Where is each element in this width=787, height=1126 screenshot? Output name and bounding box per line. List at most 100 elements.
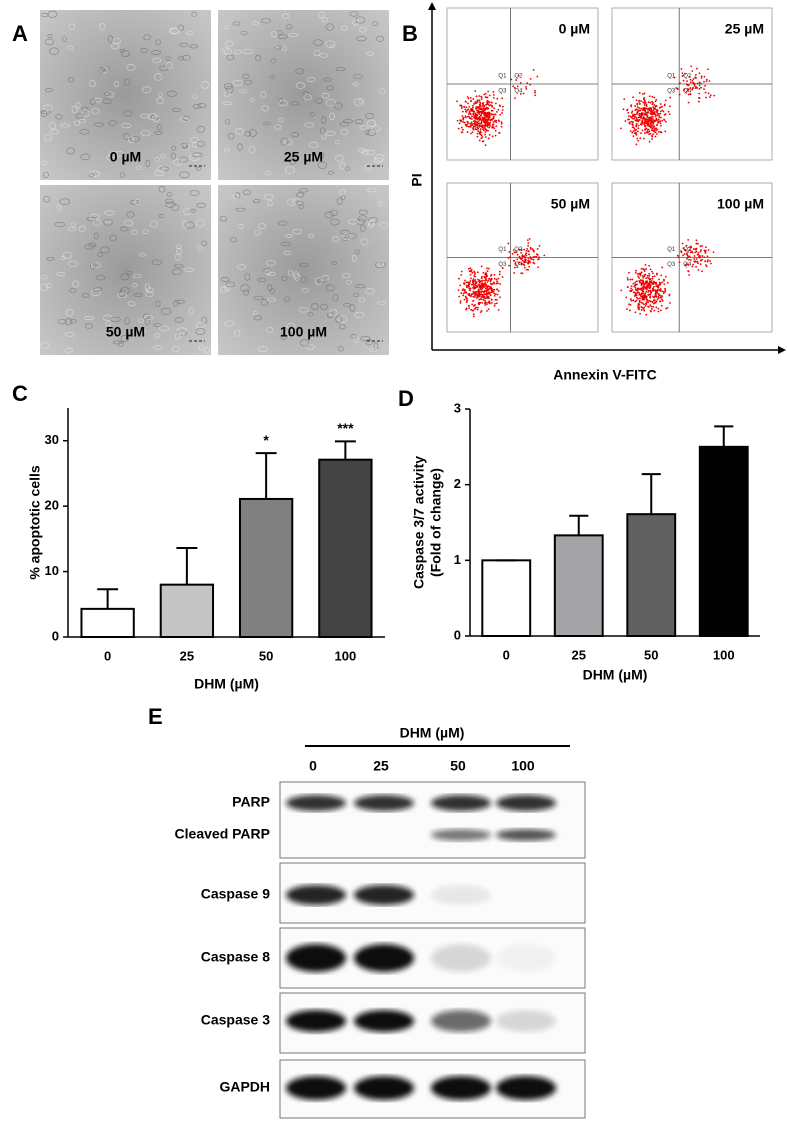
- event-dot: [654, 127, 656, 130]
- event-dot: [650, 310, 653, 313]
- cell: [283, 250, 291, 256]
- cell: [99, 246, 110, 254]
- event-dot: [656, 114, 659, 117]
- event-dot: [500, 121, 503, 124]
- event-dot: [626, 109, 628, 112]
- event-dot: [649, 296, 652, 299]
- cell: [321, 116, 326, 124]
- image-label: 0 µM: [110, 149, 141, 165]
- event-dot: [491, 283, 494, 285]
- event-dot: [470, 294, 472, 297]
- cell: [99, 66, 108, 74]
- cell: [123, 110, 133, 117]
- event-dot: [640, 284, 643, 287]
- cell: [324, 211, 334, 219]
- event-dot: [647, 299, 649, 302]
- axis-label: Annexin V-FITC: [553, 367, 656, 383]
- event-dot: [658, 114, 660, 117]
- cell: [73, 120, 80, 127]
- event-dot: [529, 248, 532, 250]
- cell: [379, 88, 386, 95]
- event-dot: [497, 290, 500, 292]
- event-dot: [532, 258, 535, 261]
- event-dot: [678, 93, 681, 96]
- event-dot: [662, 290, 665, 293]
- cell: [357, 148, 367, 153]
- cell: [332, 236, 340, 243]
- band: [354, 1010, 414, 1032]
- event-dot: [695, 265, 697, 268]
- event-dot: [474, 101, 477, 103]
- event-dot: [697, 269, 700, 271]
- cell: [159, 65, 169, 71]
- cell: [192, 152, 203, 158]
- event-dot: [498, 273, 501, 276]
- cell: [124, 220, 134, 227]
- event-dot: [667, 110, 670, 113]
- band: [354, 795, 414, 811]
- event-dot: [528, 265, 531, 268]
- event-dot: [475, 102, 478, 104]
- cell: [331, 261, 337, 265]
- event-dot: [490, 105, 493, 108]
- event-dot: [470, 277, 472, 280]
- event-dot: [484, 301, 487, 304]
- event-dot: [526, 239, 529, 242]
- event-dot: [686, 80, 688, 83]
- event-dot: [690, 250, 693, 253]
- event-dot: [704, 249, 707, 252]
- event-dot: [465, 110, 468, 113]
- arrow: [428, 2, 436, 10]
- event-dot: [461, 110, 464, 113]
- cell: [348, 233, 357, 240]
- event-dot: [648, 300, 651, 302]
- event-dot: [699, 250, 702, 253]
- cell: [152, 57, 162, 63]
- event-dot: [647, 121, 650, 123]
- event-dot: [695, 85, 697, 88]
- event-dot: [625, 296, 628, 299]
- event-dot: [468, 286, 470, 288]
- event-dot: [663, 113, 666, 116]
- event-dot: [486, 297, 489, 300]
- event-dot: [478, 295, 481, 298]
- cell: [131, 229, 139, 235]
- event-dot: [536, 75, 539, 78]
- event-dot: [538, 244, 541, 247]
- cell: [340, 128, 349, 135]
- cell: [342, 237, 348, 242]
- cell: [103, 218, 113, 226]
- cell: [356, 36, 367, 42]
- x-axis-label: DHM (µM): [194, 676, 259, 692]
- cell: [165, 201, 176, 208]
- cell: [373, 342, 379, 350]
- event-dot: [484, 92, 487, 95]
- cell: [323, 77, 332, 82]
- cell: [145, 291, 154, 297]
- cell: [158, 213, 165, 219]
- event-dot: [513, 259, 516, 262]
- cell: [133, 292, 143, 298]
- plot-label: 0 µM: [559, 21, 590, 37]
- event-dot: [475, 123, 478, 126]
- event-dot: [472, 295, 475, 298]
- event-dot: [648, 118, 651, 121]
- event-dot: [529, 77, 532, 80]
- cell: [140, 130, 151, 137]
- event-dot: [642, 286, 644, 289]
- event-dot: [485, 273, 488, 275]
- event-dot: [640, 305, 643, 308]
- event-dot: [519, 82, 522, 84]
- event-dot: [465, 100, 467, 103]
- event-dot: [707, 249, 710, 251]
- event-dot: [497, 282, 499, 285]
- cell: [224, 284, 231, 292]
- event-dot: [649, 286, 652, 289]
- event-dot: [698, 256, 701, 259]
- event-dot: [512, 85, 515, 88]
- cell: [71, 105, 78, 114]
- event-dot: [459, 300, 462, 303]
- event-dot: [629, 278, 632, 281]
- cell: [171, 146, 177, 151]
- event-dot: [634, 281, 637, 284]
